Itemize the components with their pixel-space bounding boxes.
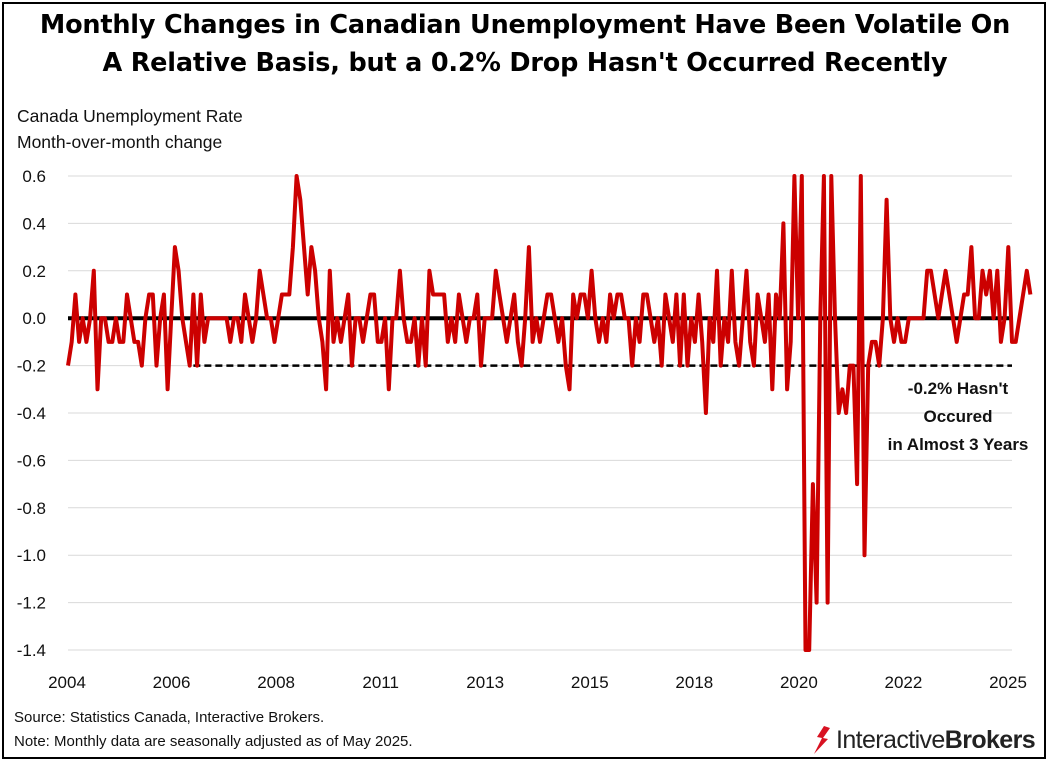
chart-title-line-1: Monthly Changes in Canadian Unemployment…: [39, 10, 1011, 40]
y-tick-label: -1.4: [17, 641, 46, 660]
x-axis-tick-labels: 2004 2006 2008 2011 2013 2015 2018 2020 2022 2025: [48, 673, 1027, 692]
chart-subtitle: Canada Unemployment Rate Month-over-mont…: [17, 103, 243, 155]
annotation-line-3: in Almost 3 Years: [888, 435, 1029, 454]
x-tick-label: 2018: [675, 673, 713, 692]
x-tick-label: 2013: [466, 673, 504, 692]
y-axis-tick-labels: 0.6 0.4 0.2 0.0 -0.2 -0.4 -0.6 -0.8 -1.0 -1.2 -1.4: [17, 167, 46, 660]
logo-text: InteractiveBrokers: [836, 725, 1036, 755]
y-tick-label: -1.0: [17, 546, 46, 565]
logo-text-bold: Brokers: [944, 725, 1036, 754]
seasonal-note: Note: Monthly data are seasonally adjust…: [14, 733, 413, 750]
y-tick-label: -0.6: [17, 451, 46, 470]
logo-flame-icon: [814, 726, 830, 754]
y-tick-label: -0.8: [17, 499, 46, 518]
x-tick-label: 2020: [780, 673, 818, 692]
y-tick-label: 0.6: [22, 167, 46, 186]
subtitle-line-2: Month-over-month change: [17, 132, 223, 152]
y-tick-label: -1.2: [17, 594, 46, 613]
source-note: Source: Statistics Canada, Interactive B…: [14, 709, 325, 726]
y-tick-label: 0.4: [22, 214, 46, 233]
x-tick-label: 2004: [48, 673, 86, 692]
x-tick-label: 2022: [885, 673, 923, 692]
y-tick-label: -0.4: [17, 404, 46, 423]
gridlines: [68, 175, 1012, 651]
y-tick-label: -0.2: [17, 357, 46, 376]
logo-text-light: Interactive: [836, 725, 945, 754]
chart-footer: Source: Statistics Canada, Interactive B…: [14, 706, 413, 754]
y-tick-label: 0.2: [22, 262, 46, 281]
annotation-line-2: Occured: [924, 407, 993, 426]
annotation-line-1: -0.2% Hasn't: [908, 379, 1009, 398]
x-tick-label: 2025: [989, 673, 1027, 692]
interactive-brokers-logo: InteractiveBrokers: [812, 722, 1036, 758]
series-line-unemployment-change: [66, 174, 1033, 652]
x-tick-label: 2015: [571, 673, 609, 692]
x-tick-label: 2008: [257, 673, 295, 692]
x-tick-label: 2006: [153, 673, 191, 692]
chart-title: Monthly Changes in Canadian Unemployment…: [0, 6, 1050, 82]
x-tick-label: 2011: [362, 673, 399, 692]
y-tick-label: 0.0: [22, 309, 46, 328]
subtitle-line-1: Canada Unemployment Rate: [17, 106, 243, 126]
chart-title-line-2: A Relative Basis, but a 0.2% Drop Hasn't…: [102, 48, 948, 78]
